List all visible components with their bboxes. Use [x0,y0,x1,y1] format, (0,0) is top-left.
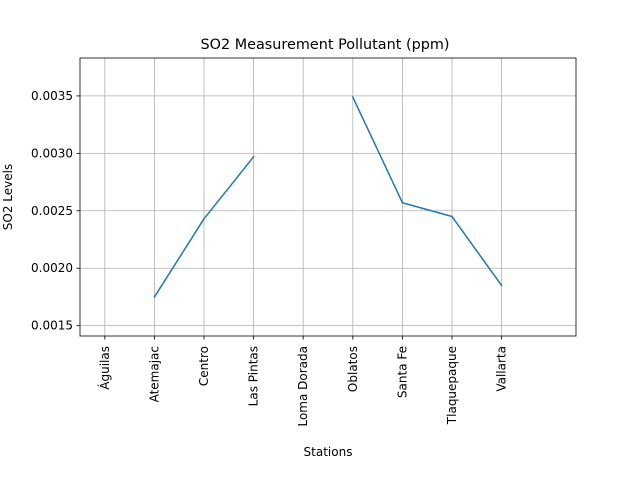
x-tick-label: Oblatos [346,346,360,392]
x-tick-label: Vallarta [495,346,509,392]
series-line [351,96,503,287]
y-tick-label: 0.0015 [31,319,73,333]
chart-title: SO2 Measurement Pollutant (ppm) [201,37,450,53]
y-tick-label: 0.0025 [31,204,73,218]
x-tick-label: Águilas [97,346,112,390]
plot-frame [79,57,577,337]
x-tick-label: Centro [197,346,211,386]
x-axis-label: Stations [304,445,353,459]
x-tick-label: Tlaquepaque [445,346,459,425]
y-tick-label: 0.0020 [31,261,73,275]
x-tick-label: Las Pintas [247,346,261,406]
x-tick-label: Santa Fe [395,346,409,398]
series-line [153,155,255,298]
y-axis-label: SO2 Levels [1,164,15,230]
series-layer [153,96,503,298]
x-axis: Águilas Atemajac Centro Las Pintas Loma Dora… [97,336,509,427]
x-tick-label: Loma Dorada [296,346,310,427]
x-tick-label: Atemajac [147,346,161,402]
grid [80,58,576,336]
y-axis: 0.0015 0.0020 0.0025 0.0030 0.0035 [31,89,80,333]
y-tick-label: 0.0035 [31,89,73,103]
y-tick-label: 0.0030 [31,146,73,160]
